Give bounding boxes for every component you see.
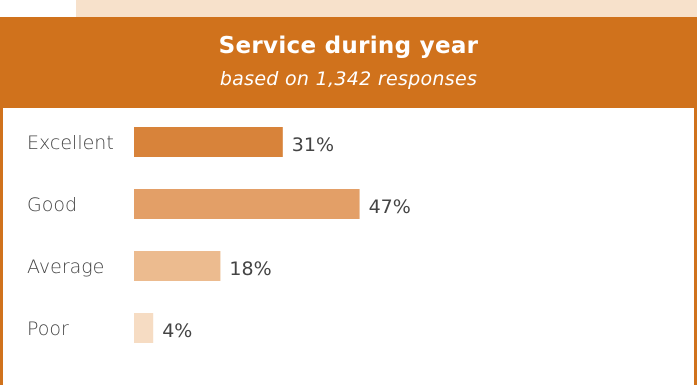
- category-label-poor: Poor: [27, 318, 69, 340]
- category-label-average: Average: [27, 256, 104, 278]
- value-label-excellent: 31%: [292, 134, 334, 156]
- chart-title: Service during year: [218, 33, 479, 59]
- value-label-average: 18%: [229, 258, 271, 280]
- chart-header: Service during year based on 1,342 respo…: [3, 20, 694, 108]
- value-label-poor: 4%: [162, 320, 192, 342]
- top-strip: [0, 0, 697, 17]
- category-label-good: Good: [27, 194, 77, 216]
- value-label-good: 47%: [369, 196, 411, 218]
- category-label-excellent: Excellent: [27, 132, 114, 154]
- top-peach-band: [76, 0, 697, 17]
- bar-poor: [134, 313, 154, 343]
- bar-good: [134, 189, 360, 219]
- bar-excellent: [134, 127, 283, 157]
- bar-chart: Excellent 31% Good 47% Average 18% Poor 4%: [27, 127, 411, 343]
- chart-area: Excellent 31% Good 47% Average 18% Poor 4%: [3, 108, 694, 388]
- bar-average: [134, 251, 221, 281]
- chart-subtitle: based on 1,342 responses: [219, 68, 478, 90]
- chart-card: Service during year based on 1,342 respo…: [0, 17, 697, 385]
